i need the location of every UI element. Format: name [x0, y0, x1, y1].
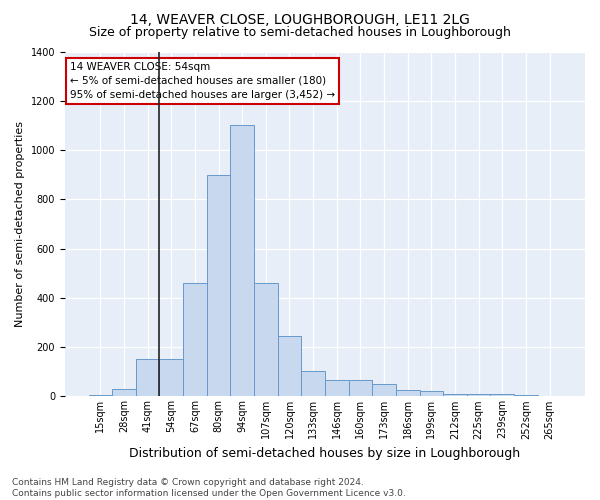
Bar: [419, 392, 443, 396]
Text: 14 WEAVER CLOSE: 54sqm
← 5% of semi-detached houses are smaller (180)
95% of sem: 14 WEAVER CLOSE: 54sqm ← 5% of semi-deta…: [70, 62, 335, 100]
X-axis label: Distribution of semi-detached houses by size in Loughborough: Distribution of semi-detached houses by …: [130, 447, 521, 460]
Bar: [207, 174, 230, 396]
Bar: [112, 389, 136, 396]
Bar: [160, 360, 183, 397]
Bar: [349, 380, 372, 396]
Bar: [278, 336, 301, 396]
Bar: [372, 384, 396, 396]
Bar: [183, 283, 207, 397]
Bar: [89, 395, 112, 396]
Bar: [396, 390, 419, 396]
Bar: [230, 126, 254, 396]
Bar: [136, 360, 160, 397]
Bar: [490, 394, 514, 396]
Bar: [443, 394, 467, 396]
Bar: [467, 394, 490, 396]
Bar: [325, 380, 349, 396]
Y-axis label: Number of semi-detached properties: Number of semi-detached properties: [15, 121, 25, 327]
Text: 14, WEAVER CLOSE, LOUGHBOROUGH, LE11 2LG: 14, WEAVER CLOSE, LOUGHBOROUGH, LE11 2LG: [130, 12, 470, 26]
Bar: [514, 395, 538, 396]
Text: Contains HM Land Registry data © Crown copyright and database right 2024.
Contai: Contains HM Land Registry data © Crown c…: [12, 478, 406, 498]
Text: Size of property relative to semi-detached houses in Loughborough: Size of property relative to semi-detach…: [89, 26, 511, 39]
Bar: [301, 370, 325, 396]
Bar: [254, 283, 278, 397]
